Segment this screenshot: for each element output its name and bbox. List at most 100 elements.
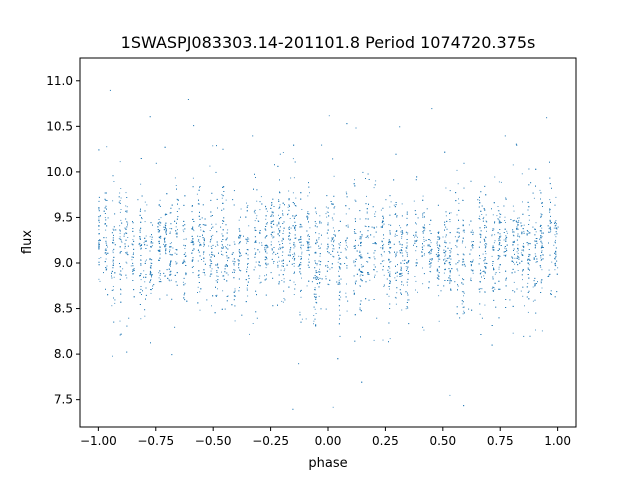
data-point: [266, 264, 268, 266]
data-point: [498, 244, 500, 246]
data-point: [272, 305, 274, 307]
data-point: [332, 248, 334, 250]
data-point: [506, 277, 507, 279]
data-point: [246, 271, 248, 273]
data-point: [171, 242, 172, 244]
data-point: [522, 270, 523, 272]
data-point: [292, 408, 294, 410]
data-point: [113, 256, 115, 258]
data-point: [264, 245, 266, 247]
data-point: [279, 218, 280, 220]
data-point: [326, 248, 328, 250]
data-point: [541, 251, 543, 253]
data-point: [470, 220, 472, 222]
data-point: [105, 252, 107, 254]
data-point: [164, 275, 166, 277]
data-point: [185, 238, 187, 240]
data-point: [520, 290, 522, 292]
data-point: [479, 313, 481, 315]
data-point: [360, 278, 362, 280]
data-point: [327, 247, 329, 249]
data-point: [308, 236, 310, 237]
data-point: [527, 282, 529, 284]
data-point: [151, 246, 152, 248]
data-point: [163, 272, 165, 274]
data-point: [265, 256, 267, 258]
data-point: [461, 242, 463, 244]
data-point: [204, 218, 206, 220]
data-point: [255, 241, 257, 243]
data-point: [456, 169, 458, 171]
data-point: [534, 228, 536, 230]
data-point: [239, 251, 240, 253]
data-point: [160, 217, 162, 219]
data-point: [549, 209, 551, 211]
data-point: [264, 249, 266, 251]
data-point: [358, 255, 360, 257]
data-point: [472, 272, 474, 274]
data-point: [339, 268, 341, 270]
data-point: [413, 234, 415, 236]
data-point: [309, 227, 311, 229]
data-point: [456, 253, 458, 255]
data-point: [289, 239, 291, 241]
data-point: [523, 246, 525, 248]
data-point: [406, 268, 408, 270]
data-point: [344, 247, 346, 249]
data-point: [308, 280, 310, 282]
data-point: [205, 224, 207, 226]
data-point: [234, 295, 236, 297]
data-point: [381, 226, 383, 228]
data-point: [358, 269, 360, 271]
data-point: [145, 276, 147, 278]
data-point: [528, 168, 530, 170]
data-point: [226, 237, 228, 239]
data-point: [120, 209, 122, 210]
data-point: [119, 238, 121, 240]
data-point: [223, 220, 225, 222]
data-point: [203, 253, 204, 255]
data-point: [193, 125, 195, 127]
data-point: [282, 301, 284, 303]
data-point: [414, 276, 416, 277]
data-point: [506, 237, 508, 238]
data-point: [486, 221, 488, 223]
data-point: [140, 247, 142, 249]
data-point: [512, 261, 514, 262]
data-point: [554, 269, 556, 271]
data-point: [315, 252, 317, 254]
data-point: [292, 202, 294, 203]
data-point: [446, 260, 448, 262]
data-point: [258, 261, 260, 263]
data-point: [491, 325, 493, 326]
data-point: [118, 196, 120, 198]
data-point: [463, 279, 465, 281]
data-point: [498, 268, 500, 270]
data-point: [132, 262, 134, 264]
data-point: [395, 279, 397, 281]
data-point: [199, 186, 201, 187]
data-point: [224, 246, 226, 248]
data-point: [497, 206, 499, 207]
data-point: [158, 237, 160, 238]
data-point: [106, 265, 108, 267]
data-point: [131, 259, 133, 261]
data-point: [522, 286, 524, 288]
data-point: [437, 236, 439, 238]
data-point: [540, 257, 542, 259]
data-point: [264, 247, 266, 249]
data-point: [361, 271, 363, 273]
data-point: [429, 240, 431, 242]
data-point: [332, 203, 333, 205]
data-point: [498, 317, 500, 319]
data-point: [482, 271, 484, 272]
data-point: [211, 251, 213, 253]
data-point: [238, 243, 240, 245]
data-point: [511, 272, 513, 274]
data-point: [462, 258, 464, 260]
data-point: [353, 293, 355, 295]
data-point: [548, 274, 550, 276]
data-point: [414, 240, 416, 242]
data-point: [120, 240, 122, 242]
data-point: [472, 260, 474, 262]
